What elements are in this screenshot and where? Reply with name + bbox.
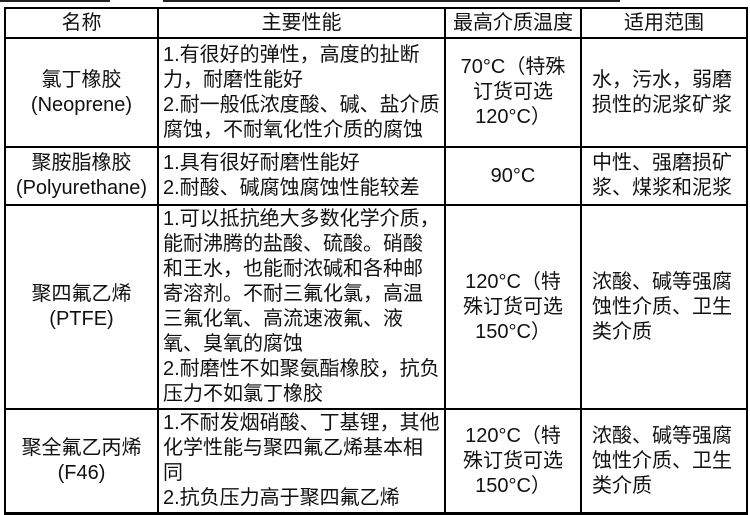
material-name-cn: 氯丁橡胶 xyxy=(41,68,122,91)
max-temp-cell: 90°C xyxy=(444,146,582,206)
material-name-cn: 聚四氟乙烯 xyxy=(31,283,132,305)
performance-item-1: 1.可以抵抗绝大多数化学介质，能耐沸腾的盐酸、硫酸。硝酸和王水，也能耐浓碱和各种… xyxy=(163,208,440,355)
performance-cell: 1.可以抵抗绝大多数化学介质，能耐沸腾的盐酸、硫酸。硝酸和王水，也能耐浓碱和各种… xyxy=(157,204,446,410)
material-name-en: (Neoprene) xyxy=(30,93,133,116)
lining-material-spec-table: 名称 主要性能 最高介质温度 适用范围 氯丁橡胶 (Neoprene) 1.有很… xyxy=(4,7,748,515)
application-cell: 中性、强磨损矿浆、煤浆和泥浆 xyxy=(580,146,748,206)
performance-item-1: 1.具有很好耐磨性能好 xyxy=(163,152,360,174)
performance-item-2: 2.抗负压力高于聚四氟乙烯 xyxy=(163,487,400,509)
performance-item-1: 1.有很好的弹性，高度的扯断力，耐磨性能好 xyxy=(163,43,420,91)
cropped-content-line-right xyxy=(163,0,620,2)
application-cell: 水，污水，弱磨损性的泥浆矿浆 xyxy=(580,37,748,148)
performance-item-1: 1.不耐发烟硝酸、丁基锂，其他化学性能与聚四氟乙烯基本相同 xyxy=(163,412,440,484)
performance-cell: 1.不耐发烟硝酸、丁基锂，其他化学性能与聚四氟乙烯基本相同 2.抗负压力高于聚四… xyxy=(157,408,446,515)
material-name-cell: 聚胺脂橡胶 (Polyurethane) xyxy=(4,146,159,206)
table-row-f46: 聚全氟乙丙烯 (F46) 1.不耐发烟硝酸、丁基锂，其他化学性能与聚四氟乙烯基本… xyxy=(4,408,748,515)
material-name-cell: 聚全氟乙丙烯 (F46) xyxy=(4,408,159,515)
material-name-cell: 氯丁橡胶 (Neoprene) xyxy=(4,37,159,148)
material-name-cn: 聚全氟乙丙烯 xyxy=(21,437,142,459)
material-name-en: (PTFE) xyxy=(49,308,114,330)
column-header-max-temp: 最高介质温度 xyxy=(444,7,582,39)
performance-item-2: 2.耐磨性不如聚氨酯橡胶，抗负压力不如氯丁橡胶 xyxy=(163,358,440,405)
max-temp-cell: 120°C（特殊订货可选150°C） xyxy=(444,408,582,515)
max-temp-cell: 70°C（特殊订货可选120°C） xyxy=(444,37,582,148)
header-row: 名称 主要性能 最高介质温度 适用范围 xyxy=(4,7,748,39)
performance-cell: 1.有很好的弹性，高度的扯断力，耐磨性能好 2.耐一般低浓度酸、碱、盐介质腐蚀，… xyxy=(157,37,446,148)
table-row-polyurethane: 聚胺脂橡胶 (Polyurethane) 1.具有很好耐磨性能好 2.耐酸、碱腐… xyxy=(4,146,748,206)
performance-item-2: 2.耐酸、碱腐蚀腐蚀性能较差 xyxy=(163,177,420,199)
performance-item-2: 2.耐一般低浓度酸、碱、盐介质腐蚀，不耐氧化性介质的腐蚀 xyxy=(163,93,440,141)
material-name-en: (F46) xyxy=(57,462,106,484)
column-header-application: 适用范围 xyxy=(580,7,748,39)
material-name-cell: 聚四氟乙烯 (PTFE) xyxy=(4,204,159,410)
material-name-cn: 聚胺脂橡胶 xyxy=(31,152,132,174)
max-temp-cell: 120°C（特殊订货可选150°C） xyxy=(444,204,582,410)
column-header-name: 名称 xyxy=(4,7,159,39)
performance-cell: 1.具有很好耐磨性能好 2.耐酸、碱腐蚀腐蚀性能较差 xyxy=(157,146,446,206)
column-header-performance: 主要性能 xyxy=(157,7,446,39)
table-row-neoprene: 氯丁橡胶 (Neoprene) 1.有很好的弹性，高度的扯断力，耐磨性能好 2.… xyxy=(4,37,748,148)
cropped-content-line-left xyxy=(0,0,110,2)
material-name-en: (Polyurethane) xyxy=(15,177,148,199)
table-row-ptfe: 聚四氟乙烯 (PTFE) 1.可以抵抗绝大多数化学介质，能耐沸腾的盐酸、硫酸。硝… xyxy=(4,204,748,410)
application-cell: 浓酸、碱等强腐蚀性介质、卫生类介质 xyxy=(580,204,748,410)
application-cell: 浓酸、碱等强腐蚀性介质、卫生类介质 xyxy=(580,408,748,515)
